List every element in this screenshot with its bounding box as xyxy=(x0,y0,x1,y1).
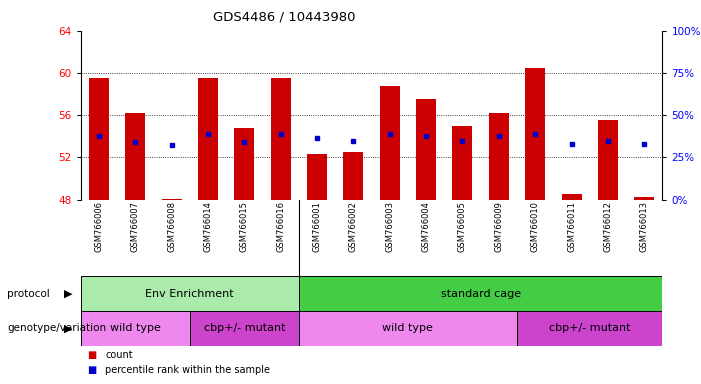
Text: Env Enrichment: Env Enrichment xyxy=(145,289,234,299)
Bar xyxy=(307,154,327,200)
Bar xyxy=(190,311,299,346)
Text: standard cage: standard cage xyxy=(440,289,521,299)
Text: ■: ■ xyxy=(88,350,97,360)
Bar xyxy=(299,276,662,311)
Bar xyxy=(380,86,400,200)
Bar xyxy=(416,99,436,200)
Bar xyxy=(489,113,509,200)
Text: genotype/variation: genotype/variation xyxy=(7,323,106,333)
Text: GSM766005: GSM766005 xyxy=(458,201,467,252)
Text: GSM766010: GSM766010 xyxy=(531,201,540,252)
Bar xyxy=(598,121,618,200)
Bar xyxy=(89,78,109,200)
Text: GSM766008: GSM766008 xyxy=(167,201,176,252)
Text: ▶: ▶ xyxy=(64,289,73,299)
Text: GSM766001: GSM766001 xyxy=(313,201,322,252)
Text: ■: ■ xyxy=(88,366,97,376)
Text: GSM766011: GSM766011 xyxy=(567,201,576,252)
Text: protocol: protocol xyxy=(7,289,50,299)
Text: GSM766006: GSM766006 xyxy=(95,201,103,252)
Bar xyxy=(525,68,545,200)
Bar xyxy=(198,78,218,200)
Bar xyxy=(517,311,662,346)
Text: count: count xyxy=(105,350,132,360)
Text: wild type: wild type xyxy=(383,323,433,333)
Bar xyxy=(234,128,254,200)
Bar xyxy=(562,194,582,200)
Bar xyxy=(452,126,472,200)
Text: cbp+/- mutant: cbp+/- mutant xyxy=(549,323,630,333)
Text: GDS4486 / 10443980: GDS4486 / 10443980 xyxy=(213,10,355,23)
Text: GSM766015: GSM766015 xyxy=(240,201,249,252)
Text: ▶: ▶ xyxy=(64,323,73,333)
Bar xyxy=(343,152,363,200)
Bar xyxy=(125,113,145,200)
Bar xyxy=(81,311,190,346)
Text: GSM766002: GSM766002 xyxy=(349,201,358,252)
Text: GSM766004: GSM766004 xyxy=(421,201,430,252)
Bar xyxy=(161,199,182,200)
Bar xyxy=(271,78,291,200)
Text: GSM766003: GSM766003 xyxy=(386,201,394,252)
Text: GSM766012: GSM766012 xyxy=(604,201,613,252)
Text: GSM766016: GSM766016 xyxy=(276,201,285,252)
Text: cbp+/- mutant: cbp+/- mutant xyxy=(203,323,285,333)
Text: GSM766014: GSM766014 xyxy=(203,201,212,252)
Text: wild type: wild type xyxy=(110,323,161,333)
Bar xyxy=(634,197,654,200)
Text: GSM766009: GSM766009 xyxy=(494,201,503,252)
Bar xyxy=(299,311,517,346)
Text: GSM766013: GSM766013 xyxy=(640,201,648,252)
Text: percentile rank within the sample: percentile rank within the sample xyxy=(105,366,270,376)
Text: GSM766007: GSM766007 xyxy=(130,201,139,252)
Bar xyxy=(81,276,299,311)
